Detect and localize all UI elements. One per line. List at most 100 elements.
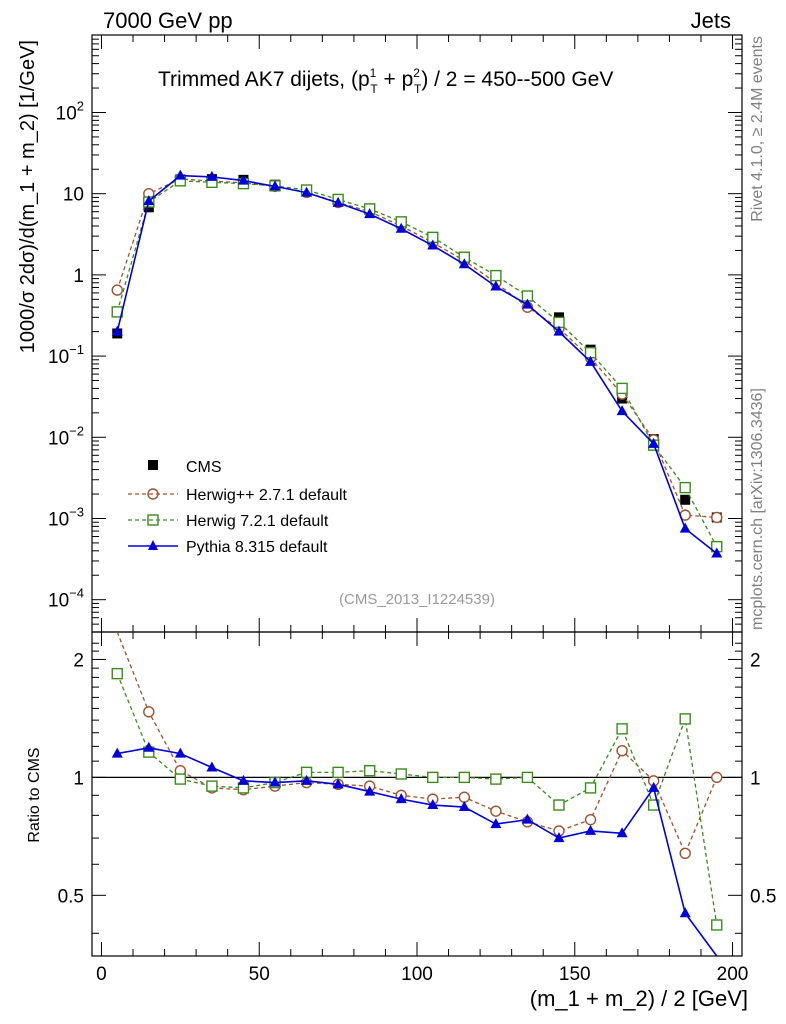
ratio-point-herwigpp [679,847,691,860]
ratio-point-pythia [111,747,123,758]
title-mid: + p [378,68,414,91]
chart-marks: 10−4 10−3 10−2 10−1 1 10 102 0 50 100 150 200 0.5 0.5… [48,34,776,985]
title-sup1: 1 [370,66,377,80]
ratio-ylabel: Ratio to CMS [26,747,43,842]
ratio-point-pythia [679,907,691,918]
ratio-ytick-label: 1 [73,768,84,789]
main-point-pythia [237,174,249,185]
main-ytick-label: 10−1 [48,342,84,368]
header-right: Jets [691,8,731,33]
main-point-pythia [616,405,628,416]
main-ytick-label: 10−2 [48,423,84,449]
main-ytick-label: 1 [73,266,84,287]
main-point-pythia [395,222,407,233]
ratio-xtick-label: 0 [96,964,107,985]
main-point-pythia [679,522,691,533]
title-sub1: T [370,82,378,96]
analysis-tag: (CMS_2013_I1224539) [339,591,495,608]
main-ytick-label: 10 [63,185,84,206]
ratio-point-pythia [174,747,186,758]
main-point-pythia [111,325,123,336]
ratio-point-herwig7 [111,667,123,680]
legend-marker-herwigpp [147,488,159,500]
ratio-line-pythia [117,746,718,957]
ratio-point-pythia [616,827,628,838]
ratio-point-pythia [521,813,533,824]
title-main: Trimmed AK7 dijets, (p [158,68,370,91]
main-point-pythia [143,195,155,206]
ratio-point-herwig7 [490,773,502,785]
legend-marker-herwig7 [147,514,159,526]
ratio-point-herwig7 [174,773,187,785]
main-point-pythia [364,208,376,219]
ratio-point-herwigpp [143,706,155,718]
main-point-pythia [206,170,218,181]
main-point-herwig7 [490,269,502,282]
ratio-point-pythia [648,781,660,792]
mcplots-label: mcplots.cern.ch [arXiv:1306.3436] [749,388,766,630]
ratio-point-herwig7 [679,713,691,725]
ratio-frame [91,631,743,957]
title-sup2: 2 [413,66,420,80]
ratio-xtick-label: 100 [401,964,433,985]
ratio-ytick-label-right: 1 [750,768,761,789]
main-ytick-label: 10−4 [48,586,84,612]
ratio-point-herwig7 [395,768,407,780]
main-point-herwigpp [111,284,123,296]
ratio-point-herwigpp [711,771,723,784]
ratio-point-herwig7 [332,766,344,779]
ratio-ytick-label-right: 2 [750,650,761,671]
legend: CMS Herwig++ 2.7.1 default Herwig 7.2.1 … [128,459,348,556]
ratio-point-pythia [206,761,218,772]
main-ylabel: 1000/σ 2dσ)/d(m_1 + m_2) [1/GeV] [17,40,39,353]
ratio-point-herwigpp [584,813,597,826]
main-point-pythia [427,239,439,250]
main-point-cms [680,494,691,505]
header-left: 7000 GeV pp [103,8,233,33]
main-point-pythia [301,186,313,197]
ratio-xtick-label: 150 [559,964,591,985]
ratio-point-pythia [143,741,155,752]
ratio-point-herwigpp [458,791,471,803]
ratio-point-pythia [301,774,313,785]
ratio-ytick-label: 2 [73,650,84,671]
ratio-point-pythia [585,824,597,835]
main-point-pythia [332,196,344,207]
ratio-point-pythia [553,832,565,843]
ratio-point-herwigpp [616,744,628,757]
ratio-point-herwig7 [427,771,439,784]
legend-label-cms: CMS [186,459,222,476]
ratio-point-herwigpp [490,805,502,817]
legend-marker-cms [148,460,158,470]
ratio-point-herwig7 [458,771,471,784]
ratio-point-pythia [364,785,376,796]
main-line-herwigpp [116,178,717,519]
rivet-label: Rivet 4.1.0, ≥ 2.4M events [749,36,766,222]
ratio-point-herwig7 [521,771,534,784]
ratio-xtick-label: 50 [249,964,270,985]
ratio-ytick-label: 0.5 [58,886,84,907]
main-point-pythia [490,280,502,291]
main-point-pythia [269,180,281,191]
main-ytick-label: 10−3 [48,504,84,530]
ratio-point-herwig7 [616,723,628,735]
main-point-pythia [521,298,533,309]
ratio-point-herwig7 [711,919,723,931]
main-point-herwigpp [711,511,723,524]
ratio-xtick-label: 200 [717,964,749,985]
main-point-pythia [585,355,597,366]
main-point-pythia [648,437,660,448]
main-point-pythia [711,547,723,558]
ratio-point-pythia [269,776,281,787]
ratio-point-pythia [237,774,249,785]
main-point-herwig7 [679,481,691,494]
ratio-line-herwigpp [116,631,718,855]
main-line-pythia [116,174,718,555]
x-axis-label: (m_1 + m_2) / 2 [GeV] [530,986,748,1011]
main-ytick-label: 102 [56,98,84,124]
ratio-point-pythia [395,793,407,804]
legend-label-herwig7: Herwig 7.2.1 default [186,513,329,530]
ratio-point-herwig7 [553,799,565,811]
plot-title: Trimmed AK7 dijets, (p1 T + p2 T) / 2 = 45… [158,66,613,96]
main-point-pythia [458,258,470,269]
